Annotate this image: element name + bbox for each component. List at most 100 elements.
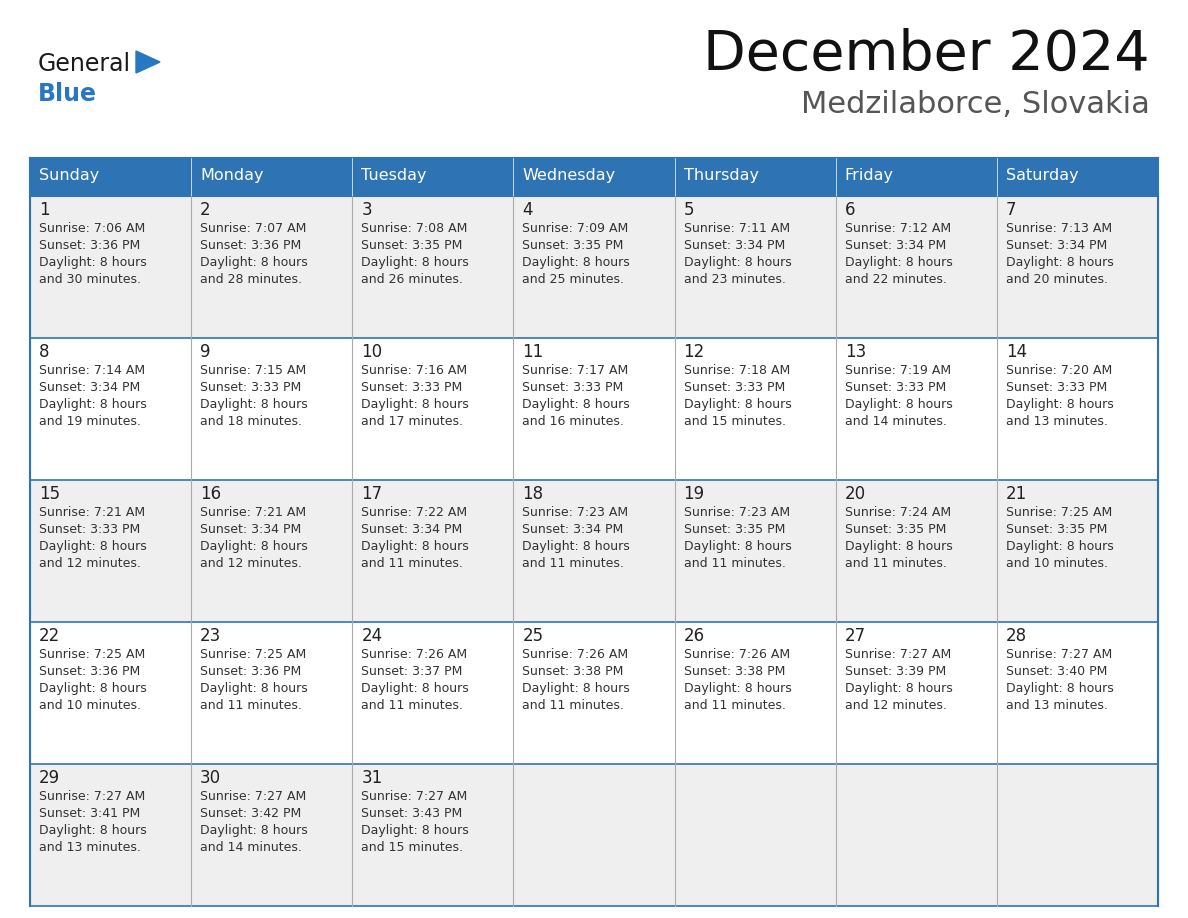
Text: 21: 21 bbox=[1006, 485, 1028, 503]
Bar bbox=[353, 622, 513, 764]
Text: Daylight: 8 hours: Daylight: 8 hours bbox=[361, 398, 469, 411]
Polygon shape bbox=[135, 51, 160, 73]
Text: Sunset: 3:33 PM: Sunset: 3:33 PM bbox=[523, 381, 624, 394]
Text: 1: 1 bbox=[39, 201, 50, 219]
Text: Sunset: 3:34 PM: Sunset: 3:34 PM bbox=[683, 239, 785, 252]
Bar bbox=[30, 622, 191, 764]
Bar bbox=[997, 158, 1158, 196]
Text: and 13 minutes.: and 13 minutes. bbox=[1006, 699, 1107, 712]
Bar bbox=[513, 158, 675, 196]
Text: and 19 minutes.: and 19 minutes. bbox=[39, 415, 141, 428]
Text: 14: 14 bbox=[1006, 343, 1026, 361]
Text: Daylight: 8 hours: Daylight: 8 hours bbox=[845, 256, 953, 269]
Text: Sunset: 3:34 PM: Sunset: 3:34 PM bbox=[39, 381, 140, 394]
Text: Daylight: 8 hours: Daylight: 8 hours bbox=[523, 540, 630, 553]
Bar bbox=[835, 196, 997, 338]
Text: Sunrise: 7:17 AM: Sunrise: 7:17 AM bbox=[523, 364, 628, 377]
Text: Sunrise: 7:18 AM: Sunrise: 7:18 AM bbox=[683, 364, 790, 377]
Text: Daylight: 8 hours: Daylight: 8 hours bbox=[523, 398, 630, 411]
Text: Saturday: Saturday bbox=[1006, 168, 1079, 183]
Text: Sunset: 3:37 PM: Sunset: 3:37 PM bbox=[361, 665, 462, 678]
Text: 2: 2 bbox=[200, 201, 210, 219]
Text: Daylight: 8 hours: Daylight: 8 hours bbox=[1006, 682, 1113, 695]
Text: Daylight: 8 hours: Daylight: 8 hours bbox=[39, 824, 147, 837]
Text: Daylight: 8 hours: Daylight: 8 hours bbox=[1006, 540, 1113, 553]
Text: 29: 29 bbox=[39, 769, 61, 787]
Text: Sunset: 3:43 PM: Sunset: 3:43 PM bbox=[361, 807, 462, 820]
Bar bbox=[835, 158, 997, 196]
Text: and 11 minutes.: and 11 minutes. bbox=[361, 699, 463, 712]
Bar bbox=[835, 480, 997, 622]
Text: Sunset: 3:41 PM: Sunset: 3:41 PM bbox=[39, 807, 140, 820]
Bar bbox=[835, 764, 997, 906]
Text: Sunset: 3:42 PM: Sunset: 3:42 PM bbox=[200, 807, 302, 820]
Text: 26: 26 bbox=[683, 627, 704, 645]
Text: Sunrise: 7:16 AM: Sunrise: 7:16 AM bbox=[361, 364, 467, 377]
Text: Daylight: 8 hours: Daylight: 8 hours bbox=[200, 824, 308, 837]
Text: Sunset: 3:33 PM: Sunset: 3:33 PM bbox=[1006, 381, 1107, 394]
Text: Daylight: 8 hours: Daylight: 8 hours bbox=[39, 682, 147, 695]
Text: and 14 minutes.: and 14 minutes. bbox=[845, 415, 947, 428]
Bar bbox=[30, 338, 191, 480]
Text: Blue: Blue bbox=[38, 82, 97, 106]
Text: Daylight: 8 hours: Daylight: 8 hours bbox=[1006, 256, 1113, 269]
Bar bbox=[675, 480, 835, 622]
Bar bbox=[353, 196, 513, 338]
Text: 3: 3 bbox=[361, 201, 372, 219]
Text: 15: 15 bbox=[39, 485, 61, 503]
Text: and 11 minutes.: and 11 minutes. bbox=[683, 557, 785, 570]
Text: and 15 minutes.: and 15 minutes. bbox=[361, 841, 463, 854]
Text: Daylight: 8 hours: Daylight: 8 hours bbox=[361, 682, 469, 695]
Text: and 12 minutes.: and 12 minutes. bbox=[39, 557, 141, 570]
Text: Sunset: 3:33 PM: Sunset: 3:33 PM bbox=[39, 523, 140, 536]
Text: and 28 minutes.: and 28 minutes. bbox=[200, 273, 302, 286]
Text: Sunrise: 7:11 AM: Sunrise: 7:11 AM bbox=[683, 222, 790, 235]
Text: Daylight: 8 hours: Daylight: 8 hours bbox=[683, 398, 791, 411]
Text: Thursday: Thursday bbox=[683, 168, 759, 183]
Text: Sunrise: 7:27 AM: Sunrise: 7:27 AM bbox=[39, 790, 145, 803]
Text: and 11 minutes.: and 11 minutes. bbox=[523, 699, 625, 712]
Text: Wednesday: Wednesday bbox=[523, 168, 615, 183]
Bar bbox=[997, 338, 1158, 480]
Text: 20: 20 bbox=[845, 485, 866, 503]
Text: and 14 minutes.: and 14 minutes. bbox=[200, 841, 302, 854]
Bar bbox=[30, 196, 191, 338]
Text: and 22 minutes.: and 22 minutes. bbox=[845, 273, 947, 286]
Text: Sunset: 3:33 PM: Sunset: 3:33 PM bbox=[200, 381, 302, 394]
Text: Sunset: 3:34 PM: Sunset: 3:34 PM bbox=[200, 523, 302, 536]
Text: and 10 minutes.: and 10 minutes. bbox=[1006, 557, 1108, 570]
Text: 28: 28 bbox=[1006, 627, 1026, 645]
Text: 23: 23 bbox=[200, 627, 221, 645]
Bar bbox=[191, 480, 353, 622]
Text: Sunrise: 7:25 AM: Sunrise: 7:25 AM bbox=[200, 648, 307, 661]
Text: Sunrise: 7:23 AM: Sunrise: 7:23 AM bbox=[523, 506, 628, 519]
Text: and 12 minutes.: and 12 minutes. bbox=[200, 557, 302, 570]
Bar bbox=[675, 196, 835, 338]
Bar bbox=[191, 196, 353, 338]
Text: Daylight: 8 hours: Daylight: 8 hours bbox=[200, 398, 308, 411]
Text: Daylight: 8 hours: Daylight: 8 hours bbox=[845, 682, 953, 695]
Text: 8: 8 bbox=[39, 343, 50, 361]
Bar bbox=[997, 622, 1158, 764]
Bar bbox=[353, 764, 513, 906]
Text: 31: 31 bbox=[361, 769, 383, 787]
Text: Sunrise: 7:24 AM: Sunrise: 7:24 AM bbox=[845, 506, 950, 519]
Text: Daylight: 8 hours: Daylight: 8 hours bbox=[200, 540, 308, 553]
Bar bbox=[835, 622, 997, 764]
Text: 17: 17 bbox=[361, 485, 383, 503]
Text: Sunset: 3:35 PM: Sunset: 3:35 PM bbox=[1006, 523, 1107, 536]
Bar bbox=[675, 338, 835, 480]
Text: Sunday: Sunday bbox=[39, 168, 100, 183]
Text: Monday: Monday bbox=[200, 168, 264, 183]
Text: Medzilaborce, Slovakia: Medzilaborce, Slovakia bbox=[801, 90, 1150, 119]
Text: Friday: Friday bbox=[845, 168, 893, 183]
Text: Sunset: 3:36 PM: Sunset: 3:36 PM bbox=[39, 239, 140, 252]
Text: Sunset: 3:33 PM: Sunset: 3:33 PM bbox=[361, 381, 462, 394]
Text: and 23 minutes.: and 23 minutes. bbox=[683, 273, 785, 286]
Bar bbox=[513, 196, 675, 338]
Bar bbox=[513, 764, 675, 906]
Text: 30: 30 bbox=[200, 769, 221, 787]
Bar bbox=[513, 622, 675, 764]
Text: 16: 16 bbox=[200, 485, 221, 503]
Text: Sunrise: 7:25 AM: Sunrise: 7:25 AM bbox=[1006, 506, 1112, 519]
